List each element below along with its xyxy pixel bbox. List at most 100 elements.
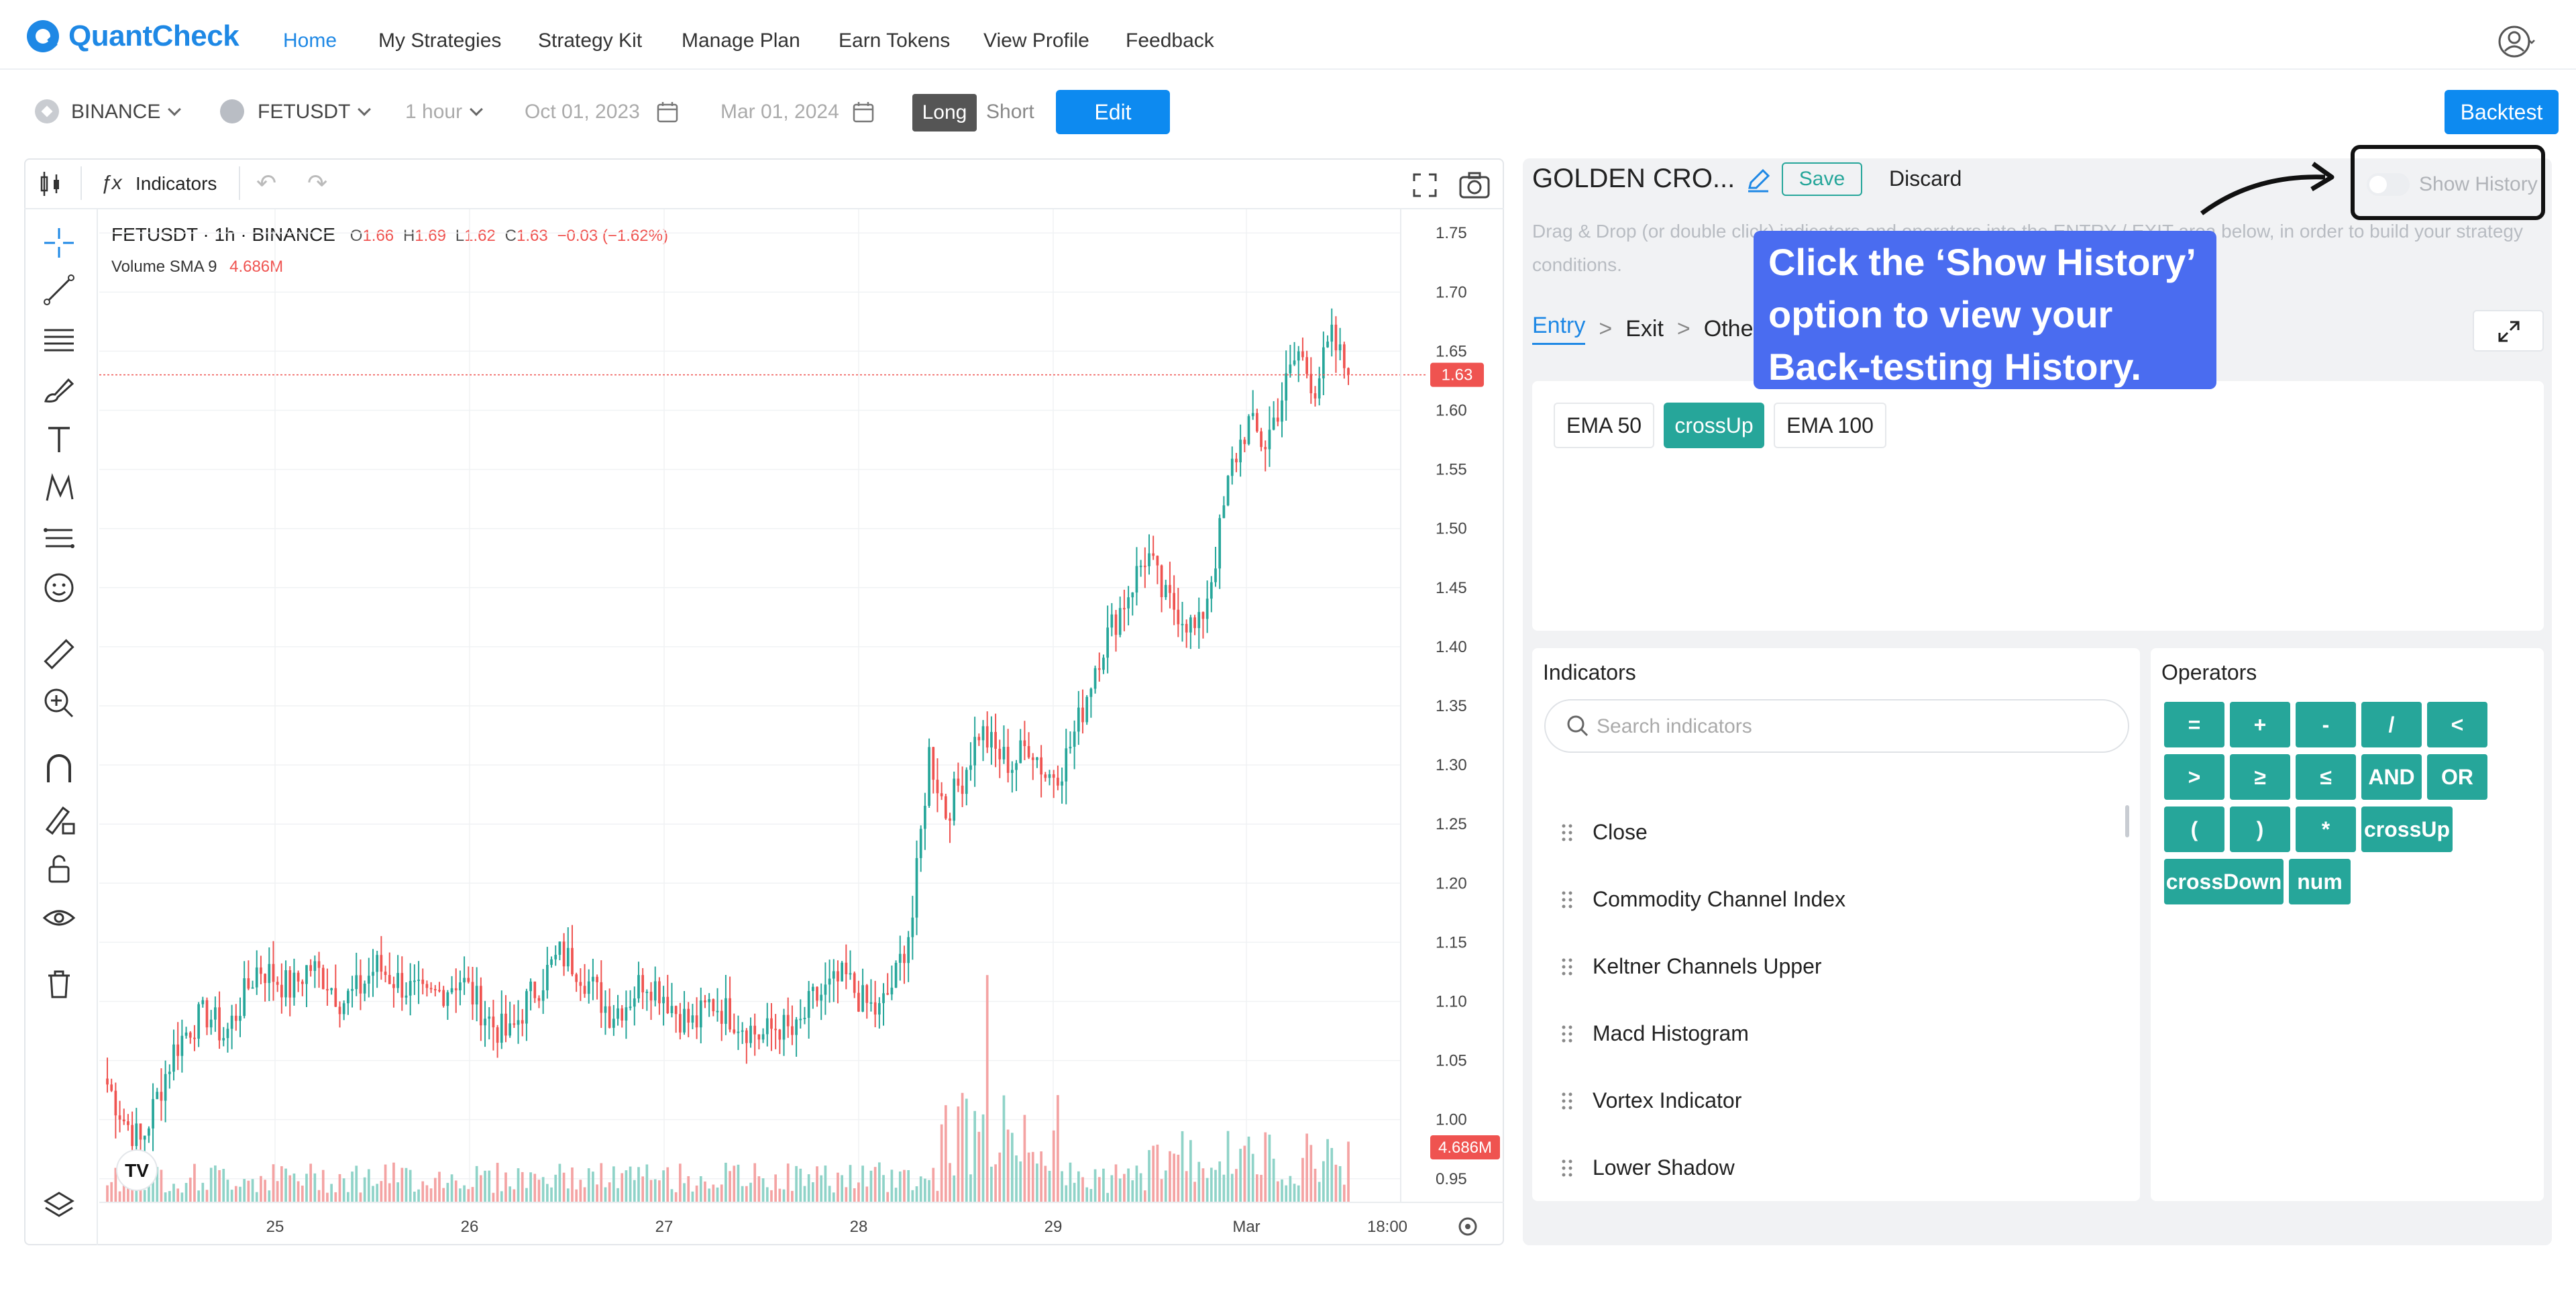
lock-drawings-icon[interactable] [39, 798, 79, 839]
brush-icon[interactable] [39, 369, 79, 409]
interval-select[interactable]: 1 hour [405, 101, 483, 123]
drag-handle-icon[interactable] [1560, 823, 1574, 843]
edit-button[interactable]: Edit [1056, 90, 1170, 134]
candle-body [1093, 668, 1097, 689]
drag-handle-icon[interactable] [1560, 957, 1574, 977]
candle-body [583, 986, 586, 994]
drag-handle-icon[interactable] [1560, 890, 1574, 910]
operator-divide[interactable]: / [2361, 702, 2422, 747]
trash-icon[interactable] [39, 964, 79, 1004]
operator-minus[interactable]: - [2296, 702, 2356, 747]
pattern-icon[interactable] [39, 468, 79, 509]
tab-other[interactable]: Other [1703, 315, 1761, 342]
nav-home[interactable]: Home [283, 30, 337, 52]
trend-line-icon[interactable] [39, 270, 79, 310]
candles-style-icon[interactable] [36, 169, 66, 199]
drag-handle-icon[interactable] [1560, 1158, 1574, 1178]
backtest-button[interactable]: Backtest [2445, 90, 2559, 134]
volume-bar [861, 1165, 864, 1202]
drag-handle-icon[interactable] [1560, 1091, 1574, 1111]
indicators-button[interactable]: Indicators [136, 173, 217, 194]
end-date-input[interactable]: Mar 01, 2024 [720, 101, 839, 123]
camera-icon[interactable] [1458, 170, 1491, 200]
pencil-edit-icon[interactable] [1746, 168, 1771, 193]
fullscreen-icon[interactable] [1411, 172, 1438, 199]
nav-my-strategies[interactable]: My Strategies [378, 30, 502, 52]
layers-icon[interactable] [39, 1185, 79, 1225]
save-button[interactable]: Save [1782, 162, 1862, 196]
show-history-toggle[interactable] [2367, 173, 2410, 196]
indicator-item-macd-histogram[interactable]: Macd Histogram [1593, 1021, 1749, 1045]
exchange-select[interactable]: BINANCE [71, 101, 182, 123]
measure-lines-icon[interactable] [39, 518, 79, 558]
operator-or[interactable]: OR [2427, 754, 2487, 800]
volume-bar [284, 1168, 287, 1202]
expand-button[interactable] [2473, 310, 2544, 352]
magnet-icon[interactable] [39, 749, 79, 789]
user-avatar-icon[interactable] [2498, 23, 2536, 60]
nav-manage-plan[interactable]: Manage Plan [682, 30, 800, 52]
operator-and[interactable]: AND [2361, 754, 2422, 800]
settings-gear-icon[interactable] [1458, 1217, 1477, 1236]
calendar-icon[interactable] [656, 101, 679, 123]
indicator-item-vortex[interactable]: Vortex Indicator [1593, 1088, 1742, 1112]
volume-bar [255, 1192, 258, 1202]
tab-exit[interactable]: Exit [1625, 315, 1664, 342]
app-logo[interactable]: QuantCheck [27, 19, 239, 52]
text-tool-icon[interactable] [39, 419, 79, 459]
operator-multiply[interactable]: * [2296, 806, 2356, 852]
crosshair-icon[interactable] [39, 223, 79, 263]
candle-body [1102, 658, 1105, 670]
undo-icon[interactable]: ↶ [256, 169, 277, 197]
operator-num[interactable]: num [2289, 859, 2351, 904]
operator-gte[interactable]: ≥ [2230, 754, 2290, 800]
operator-equals[interactable]: = [2164, 702, 2224, 747]
operator-close-paren[interactable]: ) [2230, 806, 2290, 852]
indicators-scrollbar[interactable] [2125, 805, 2129, 837]
volume-bar [168, 1191, 171, 1202]
indicator-item-cci[interactable]: Commodity Channel Index [1593, 887, 1846, 911]
price-tick-label: 1.45 [1436, 579, 1467, 597]
nav-earn-tokens[interactable]: Earn Tokens [839, 30, 951, 52]
entry-token-ema50[interactable]: EMA 50 [1554, 403, 1654, 448]
entry-token-ema100[interactable]: EMA 100 [1774, 403, 1886, 448]
volume-bar [1114, 1164, 1118, 1202]
start-date-input[interactable]: Oct 01, 2023 [525, 101, 640, 123]
drag-handle-icon[interactable] [1560, 1024, 1574, 1044]
indicator-search-input[interactable] [1544, 699, 2129, 753]
volume-bar [658, 1180, 661, 1202]
ruler-icon[interactable] [39, 633, 79, 674]
emoji-icon[interactable] [39, 568, 79, 608]
horizontal-lines-icon[interactable] [39, 319, 79, 360]
operator-less-than[interactable]: < [2427, 702, 2487, 747]
tab-entry[interactable]: Entry [1532, 313, 1586, 345]
zoom-in-icon[interactable] [39, 683, 79, 723]
nav-view-profile[interactable]: View Profile [983, 30, 1089, 52]
operator-lte[interactable]: ≤ [2296, 754, 2356, 800]
operator-plus[interactable]: + [2230, 702, 2290, 747]
tradingview-logo[interactable]: TV [116, 1149, 158, 1191]
operator-crossdown[interactable]: crossDown [2164, 859, 2284, 904]
candle-body [1301, 351, 1304, 358]
entry-token-crossup[interactable]: crossUp [1664, 403, 1764, 448]
short-toggle[interactable]: Short [986, 101, 1034, 123]
long-toggle[interactable]: Long [912, 94, 977, 132]
calendar-icon[interactable] [852, 101, 875, 123]
nav-feedback[interactable]: Feedback [1126, 30, 1214, 52]
operator-open-paren[interactable]: ( [2164, 806, 2224, 852]
price-chart[interactable]: 1.75 1.70 1.65 1.60 1.55 1.50 1.45 1.40 1.35 1.30… [99, 209, 1504, 1245]
price-tick-label: 1.00 [1436, 1111, 1467, 1129]
indicator-item-close[interactable]: Close [1593, 820, 1648, 844]
eye-icon[interactable] [39, 898, 79, 938]
volume-bar [985, 975, 989, 1202]
redo-icon[interactable]: ↷ [307, 169, 328, 197]
symbol-select[interactable]: FETUSDT [258, 101, 372, 123]
discard-button[interactable]: Discard [1889, 166, 1962, 191]
indicator-item-keltner-upper[interactable]: Keltner Channels Upper [1593, 954, 1822, 978]
unlock-icon[interactable] [39, 848, 79, 888]
operator-greater-than[interactable]: > [2164, 754, 2224, 800]
operator-crossup[interactable]: crossUp [2361, 806, 2453, 852]
volume-bar [1135, 1165, 1138, 1202]
nav-strategy-kit[interactable]: Strategy Kit [538, 30, 643, 52]
indicator-item-lower-shadow[interactable]: Lower Shadow [1593, 1155, 1735, 1180]
